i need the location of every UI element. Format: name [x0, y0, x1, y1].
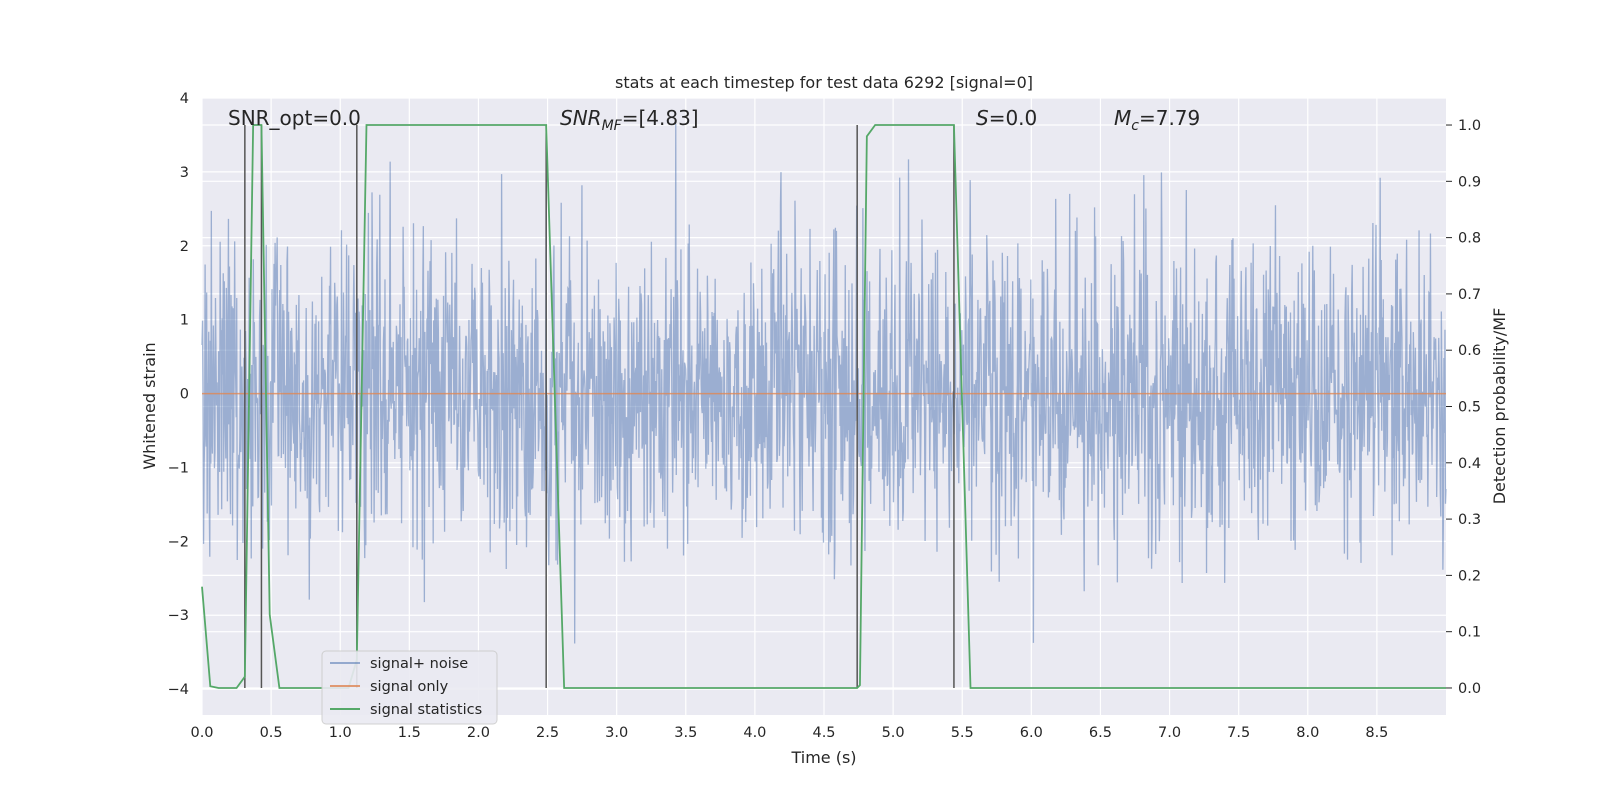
- y-axis-ticks: 4 3 2 1 0 −1 −2 −3 −4: [168, 91, 189, 698]
- annotation-s: S=0.0: [976, 106, 1037, 130]
- annotation-mc: Mc=7.79: [1114, 106, 1200, 134]
- x-tick-label: 2.0: [467, 725, 490, 741]
- legend: signal+ noise signal only signal statist…: [321, 650, 498, 725]
- series-signal-statistics: [201, 124, 1446, 689]
- legend-label-signal: signal only: [370, 679, 449, 695]
- series-signal-plus-noise: [201, 123, 1447, 644]
- x-tick-label: 5.5: [951, 725, 974, 741]
- noise-trace: [201, 123, 1447, 644]
- x-tick-label: 2.5: [536, 725, 559, 741]
- y2-axis-label: Detection probability/MF: [1490, 308, 1509, 505]
- x-tick-label: 4.0: [743, 725, 766, 741]
- x-tick-label: 3.0: [605, 725, 628, 741]
- x-tick-label: 1.5: [398, 725, 421, 741]
- y-tick-label: 3: [180, 165, 189, 181]
- y2-tick-label: 0.1: [1458, 625, 1481, 641]
- y2-tick-label: 0.3: [1458, 512, 1481, 528]
- x-axis-ticks: 0.0 0.5 1.0 1.5 2.0 2.5 3.0 3.5 4.0 4.5 5.0 5.5 6.0 6…: [190, 725, 1388, 741]
- x-tick-label: 8.5: [1365, 725, 1388, 741]
- x-tick-label: 7.5: [1227, 725, 1250, 741]
- y2-tick-label: 0.6: [1458, 343, 1481, 359]
- y-axis-label: Whitened strain: [140, 342, 159, 469]
- y2-tick-label: 0.4: [1458, 456, 1481, 472]
- signal-statistics-line: [201, 124, 1446, 689]
- y-tick-label: 0: [180, 387, 189, 403]
- x-tick-label: 6.5: [1089, 725, 1112, 741]
- y2-tick-label: 0.0: [1458, 681, 1481, 697]
- vertical-marker-lines: [244, 125, 955, 688]
- annotation-snr-mf: SNRMF=[4.83]: [560, 106, 699, 134]
- x-tick-label: 0.5: [260, 725, 283, 741]
- legend-label-noise: signal+ noise: [370, 656, 468, 672]
- y-tick-label: −4: [168, 682, 189, 698]
- y2-tick-label: 0.7: [1458, 287, 1481, 303]
- y-tick-label: 1: [180, 313, 189, 329]
- x-tick-label: 4.5: [812, 725, 835, 741]
- y2-axis-ticks: 1.0 0.9 0.8 0.7 0.6 0.5 0.4 0.3 0.2 0.1 0.0: [1446, 118, 1481, 697]
- y2-tick-label: 0.5: [1458, 400, 1481, 416]
- x-tick-label: 6.0: [1020, 725, 1043, 741]
- annotation-snr-opt: SNR_opt=0.0: [228, 106, 361, 130]
- chart-title: stats at each timestep for test data 629…: [615, 73, 1033, 92]
- x-tick-label: 8.0: [1296, 725, 1319, 741]
- legend-label-stats: signal statistics: [370, 702, 482, 718]
- x-axis-label: Time (s): [790, 748, 856, 767]
- y2-tick-label: 0.8: [1458, 231, 1481, 247]
- x-tick-label: 5.0: [882, 725, 905, 741]
- x-tick-label: 1.0: [329, 725, 352, 741]
- y2-tick-label: 0.2: [1458, 568, 1481, 584]
- y-tick-label: −1: [168, 460, 189, 476]
- y-tick-label: −3: [168, 608, 189, 624]
- x-tick-label: 0.0: [190, 725, 213, 741]
- y2-tick-label: 0.9: [1458, 174, 1481, 190]
- legend-box: [321, 650, 498, 725]
- y2-tick-label: 1.0: [1458, 118, 1481, 134]
- y-tick-label: −2: [168, 534, 189, 550]
- y-tick-label: 4: [180, 91, 189, 107]
- y-tick-label: 2: [180, 239, 189, 255]
- x-tick-label: 7.0: [1158, 725, 1181, 741]
- x-tick-label: 3.5: [674, 725, 697, 741]
